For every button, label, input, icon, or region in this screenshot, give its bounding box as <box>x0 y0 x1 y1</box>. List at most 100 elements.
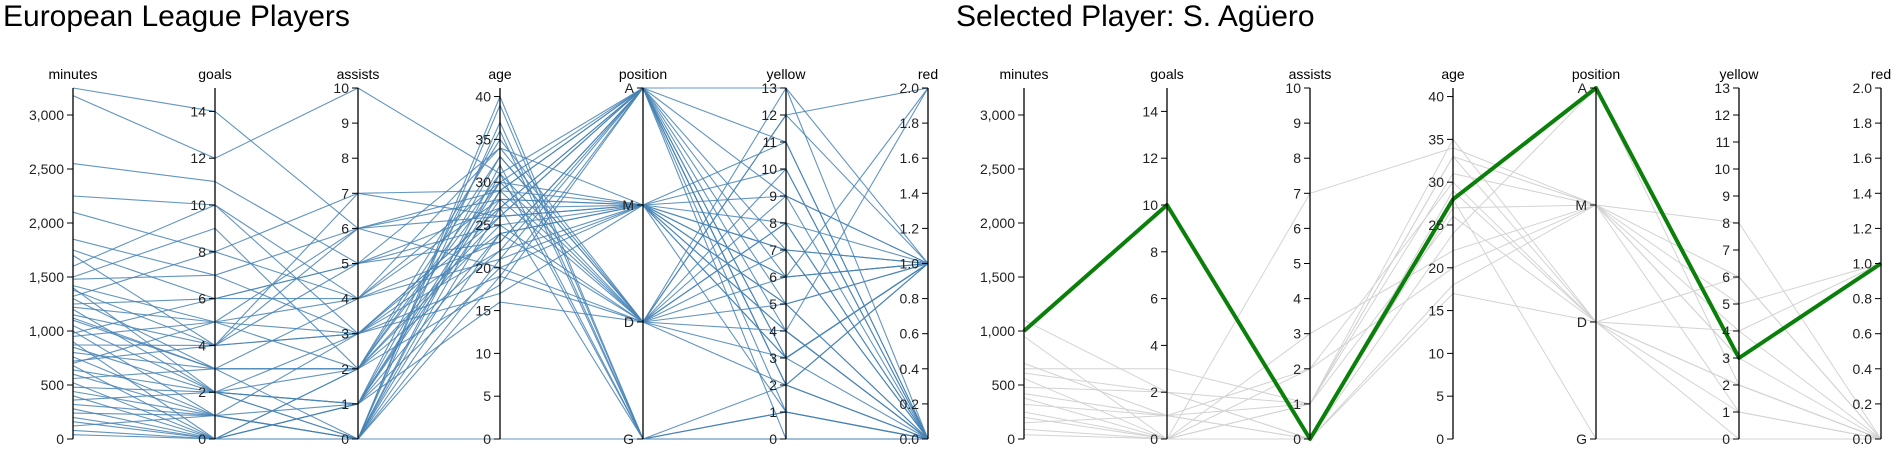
tick-label: 5 <box>1293 256 1301 272</box>
tick-label: 0 <box>1722 431 1730 447</box>
tick-label: 11 <box>1715 134 1730 150</box>
tick-label: 1,500 <box>980 269 1015 285</box>
tick-label: 1.4 <box>900 185 920 201</box>
left-axis-age: age 0 5 10 15 20 25 30 35 40 <box>475 66 511 447</box>
tick-label: 2,500 <box>980 161 1015 177</box>
left-axis-goals: goals 0 2 4 6 8 10 12 14 <box>190 66 231 447</box>
tick-label: 4 <box>1293 291 1301 307</box>
left-axis-position: position G D M A <box>619 66 667 447</box>
axis-name-label: position <box>619 66 667 82</box>
tick-label: 0.6 <box>1853 326 1873 342</box>
tick-label: 0.6 <box>900 326 920 342</box>
tick-label: 1.0 <box>900 256 920 272</box>
tick-label: 6 <box>1293 220 1301 236</box>
axes: minutes05001,0001,5002,0002,5003,000goal… <box>980 66 1891 447</box>
right-axis-minutes: minutes 0 500 1,000 1,500 2,000 2,500 3,000 <box>980 66 1049 447</box>
axis-name-label: goals <box>1150 66 1183 82</box>
tick-label: 15 <box>475 303 491 319</box>
tick-label: 40 <box>475 89 491 105</box>
left-axis-assists: assists 0 1 2 3 4 5 6 7 8 9 10 <box>333 66 379 447</box>
tick-label: 7 <box>1722 242 1730 258</box>
tick-label: 10 <box>1142 197 1158 213</box>
axis-name-label: age <box>488 66 512 82</box>
left-axis-minutes: minutes 0 500 1,000 1,500 2,000 2,500 3,000 <box>29 66 98 447</box>
tick-label: 11 <box>762 134 777 150</box>
tick-label: 20 <box>1428 260 1444 276</box>
tick-label: 10 <box>1285 80 1301 96</box>
tick-label: 6 <box>1150 291 1158 307</box>
tick-label: 8 <box>1150 244 1158 260</box>
tick-label: 2.0 <box>1853 80 1873 96</box>
tick-label: 10 <box>1714 161 1730 177</box>
tick-label: 3 <box>341 326 349 342</box>
tick-label: 500 <box>41 377 65 393</box>
tick-label: 13 <box>761 80 777 96</box>
tick-label: 0.4 <box>900 361 920 377</box>
tick-label: 8 <box>1722 215 1730 231</box>
axis-name-label: yellow <box>1720 66 1760 82</box>
left-chart-title: European League Players <box>3 0 350 33</box>
tick-label: 3 <box>1293 326 1301 342</box>
right-axis-goals: goals 0 2 4 6 8 10 12 14 <box>1142 66 1183 447</box>
tick-label: 0.2 <box>900 396 920 412</box>
tick-label: 1.8 <box>900 115 920 131</box>
tick-label: 1 <box>1722 404 1730 420</box>
tick-label: D <box>1577 314 1587 330</box>
right-axis-red: red 0.0 0.2 0.4 0.6 0.8 1.0 1.2 1.4 1.6 1.8 2.0 <box>1853 66 1892 447</box>
tick-label: 2.0 <box>900 80 920 96</box>
tick-label: 2,000 <box>29 215 64 231</box>
tick-label: 0 <box>56 431 64 447</box>
tick-label: D <box>624 314 634 330</box>
axis-name-label: age <box>1441 66 1465 82</box>
selected-player-name: S. Agüero <box>1182 0 1315 33</box>
tick-label: 0.8 <box>900 291 920 307</box>
tick-label: 0 <box>341 431 349 447</box>
tick-label: G <box>623 431 634 447</box>
tick-label: 3,000 <box>29 107 64 123</box>
tick-label: 1.6 <box>1853 150 1873 166</box>
right-axis-assists: assists 0 1 2 3 4 5 6 7 8 9 10 <box>1285 66 1331 447</box>
tick-label: A <box>625 80 635 96</box>
tick-label: 8 <box>1293 150 1301 166</box>
tick-label: 2 <box>1150 384 1158 400</box>
tick-label: 4 <box>769 323 777 339</box>
tick-label: 5 <box>1722 296 1730 312</box>
tick-label: 30 <box>475 174 491 190</box>
tick-label: 2 <box>341 361 349 377</box>
right-chart-title: Selected Player: S. Agüero <box>956 0 1315 34</box>
axis-name-label: red <box>1871 66 1891 82</box>
all-players-chart: minutes05001,0001,5002,0002,5003,000goal… <box>29 66 938 447</box>
tick-label: 6 <box>1722 269 1730 285</box>
tick-label: 0.0 <box>900 431 920 447</box>
tick-label: A <box>1578 80 1588 96</box>
tick-label: 7 <box>1293 185 1301 201</box>
tick-label: 10 <box>190 197 206 213</box>
tick-label: 12 <box>1714 107 1730 123</box>
tick-label: 3 <box>1722 350 1730 366</box>
tick-label: 8 <box>341 150 349 166</box>
tick-label: 4 <box>198 337 206 353</box>
tick-label: 35 <box>475 131 491 147</box>
axis-name-label: red <box>918 66 938 82</box>
tick-label: 1 <box>769 404 777 420</box>
tick-label: 4 <box>341 291 349 307</box>
tick-label: 0.8 <box>1853 291 1873 307</box>
tick-label: 7 <box>341 185 349 201</box>
axis-name-label: assists <box>1289 66 1332 82</box>
tick-label: 6 <box>198 291 206 307</box>
tick-label: 12 <box>761 107 777 123</box>
tick-label: 0.2 <box>1853 396 1873 412</box>
tick-label: 1.2 <box>900 220 920 236</box>
left-axis-red: red 0.0 0.2 0.4 0.6 0.8 1.0 1.2 1.4 1.6 1.8 2.0 <box>900 66 939 447</box>
tick-label: 0.4 <box>1853 361 1873 377</box>
tick-label: 1 <box>1293 396 1301 412</box>
tick-label: 12 <box>190 150 206 166</box>
tick-label: 2,000 <box>980 215 1015 231</box>
tick-label: 35 <box>1428 131 1444 147</box>
tick-label: 0.0 <box>1853 431 1873 447</box>
axis-name-label: goals <box>198 66 231 82</box>
tick-label: 1,000 <box>29 323 64 339</box>
axes: minutes05001,0001,5002,0002,5003,000goal… <box>29 66 938 447</box>
